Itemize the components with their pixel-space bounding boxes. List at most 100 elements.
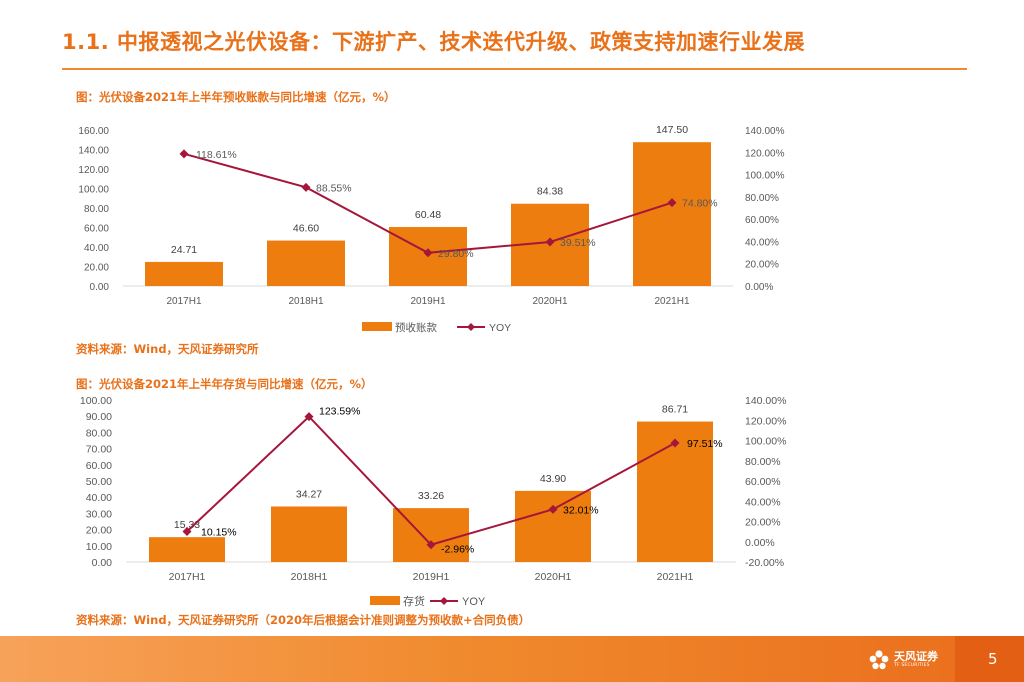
y2-tick-label: 20.00% [745,517,781,529]
x-tick-label: 2020H1 [535,571,572,583]
bar-2018H1 [271,506,347,562]
y-tick-label: 40.00 [84,243,109,254]
y-tick-label: 30.00 [86,508,112,520]
bar-value-label: 24.71 [171,244,197,256]
yoy-point-2017H1 [179,149,189,159]
bar-value-label: 86.71 [662,404,688,416]
y-tick-label: 0.00 [92,557,113,569]
x-tick-label: 2019H1 [410,296,445,307]
y2-tick-label: 120.00% [745,415,786,427]
yoy-value-label: 32.01% [563,504,599,516]
chart2-source: 资料来源：Wind，天风证券研究所（2020年后根据会计准则调整为预收款+合同负… [76,613,531,627]
footer-page-block [955,636,1024,682]
x-tick-label: 2020H1 [532,296,567,307]
y-tick-label: 140.00 [78,146,109,157]
bar-value-label: 33.26 [418,490,444,502]
y2-tick-label: 40.00% [745,496,781,508]
y2-tick-label: 140.00% [745,395,786,407]
legend-label-bar: 预收账款 [395,321,437,334]
y-tick-label: 0.00 [90,282,110,293]
y2-tick-label: 140.00% [745,126,785,137]
y-tick-label: 160.00 [78,126,109,137]
yoy-point-2021H1 [670,438,680,448]
chart2-caption: 图：光伏设备2021年上半年存货与同比增速（亿元，%） [76,377,373,391]
y2-tick-label: 0.00% [745,282,773,293]
y2-tick-label: 120.00% [745,148,785,159]
y-tick-label: 70.00 [86,444,112,456]
legend-label-line: YOY [462,596,486,608]
x-tick-label: 2021H1 [654,296,689,307]
y2-tick-label: 40.00% [745,237,779,248]
yoy-point-2018H1 [301,182,311,192]
logo-text: 天风证券 [894,650,938,664]
y2-tick-label: -20.00% [745,557,784,569]
bar-2021H1 [633,142,711,286]
legend-swatch-bar [370,596,400,605]
y-tick-label: 120.00 [78,165,109,176]
legend-marker-line [440,597,448,605]
yoy-point-2019H1 [426,540,436,550]
y2-tick-label: 20.00% [745,260,779,271]
legend-label-bar: 存货 [403,594,425,608]
bar-2017H1 [145,261,223,286]
y-tick-label: 10.00 [86,541,112,553]
x-tick-label: 2017H1 [166,296,201,307]
y2-tick-label: 0.00% [745,537,775,549]
bar-value-label: 46.60 [293,223,319,235]
legend-label-line: YOY [489,322,511,334]
logo-subtext: TF SECURITIES [894,663,930,669]
y2-tick-label: 80.00% [745,456,781,468]
yoy-value-label: 88.55% [316,182,352,194]
y2-tick-label: 100.00% [745,171,785,182]
bar-value-label: 43.90 [540,473,566,485]
y-tick-label: 20.00 [84,263,109,274]
y-tick-label: 100.00 [80,395,112,407]
yoy-value-label: 97.51% [687,438,723,450]
yoy-value-label: 74.80% [682,198,718,210]
company-logo: 天风证券 TF SECURITIES [868,648,938,672]
bar-value-label: 147.50 [656,124,688,136]
y-tick-label: 60.00 [86,460,112,472]
bar-value-label: 15.33 [174,519,200,531]
yoy-value-label: 29.80% [438,248,474,260]
yoy-point-2019H1 [423,248,433,258]
x-tick-label: 2021H1 [657,571,694,583]
yoy-point-2020H1 [545,237,555,247]
y2-tick-label: 60.00% [745,476,781,488]
legend-swatch-bar [362,322,392,331]
y-tick-label: 90.00 [86,411,112,423]
x-tick-label: 2018H1 [291,571,328,583]
yoy-point-2018H1 [304,412,314,422]
title-divider [62,68,967,70]
footer-band [0,636,1024,682]
yoy-value-label: 118.61% [196,149,237,161]
yoy-point-2020H1 [548,504,558,514]
yoy-value-label: 10.15% [201,526,237,538]
yoy-value-label: 123.59% [319,406,360,418]
bar-value-label: 84.38 [537,186,563,198]
chart1-caption: 图：光伏设备2021年上半年预收账款与同比增速（亿元，%） [76,90,396,104]
bar-value-label: 34.27 [296,488,322,500]
yoy-point-2017H1 [182,526,192,536]
bar-2018H1 [267,240,345,286]
bar-2017H1 [149,537,225,562]
y-tick-label: 80.00 [86,427,112,439]
x-tick-label: 2018H1 [288,296,323,307]
x-tick-label: 2017H1 [169,571,206,583]
y-tick-label: 50.00 [86,476,112,488]
legend-marker-line [467,323,475,331]
y-tick-label: 40.00 [86,492,112,504]
y-tick-label: 100.00 [78,185,109,196]
chart1-source: 资料来源：Wind，天风证券研究所 [76,342,259,356]
yoy-value-label: -2.96% [441,544,474,556]
y2-tick-label: 60.00% [745,215,779,226]
y2-tick-label: 100.00% [745,436,786,448]
yoy-point-2021H1 [667,198,677,208]
page-title: 1.1. 中报透视之光伏设备：下游扩产、技术迭代升级、政策支持加速行业发展 [62,30,805,54]
bar-value-label: 60.48 [415,209,441,221]
y-tick-label: 60.00 [84,224,109,235]
yoy-value-label: 39.51% [560,237,596,249]
y2-tick-label: 80.00% [745,193,779,204]
